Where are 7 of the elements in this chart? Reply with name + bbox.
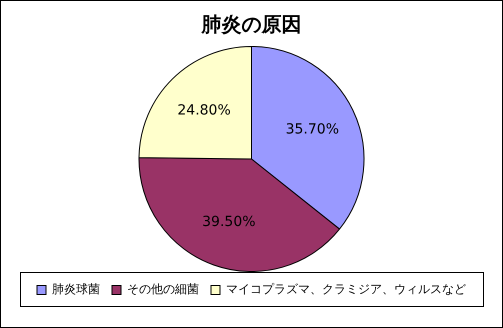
chart-title: 肺炎の原因 [200,12,302,36]
data-label: 24.80% [177,102,231,119]
legend-label: マイコプラズマ、クラミジア、ウィルスなど [226,282,466,296]
legend-label: その他の細菌 [127,282,199,296]
legend-label: 肺炎球菌 [52,282,100,296]
data-label: 39.50% [202,214,256,230]
data-label: 35.70% [286,121,339,138]
